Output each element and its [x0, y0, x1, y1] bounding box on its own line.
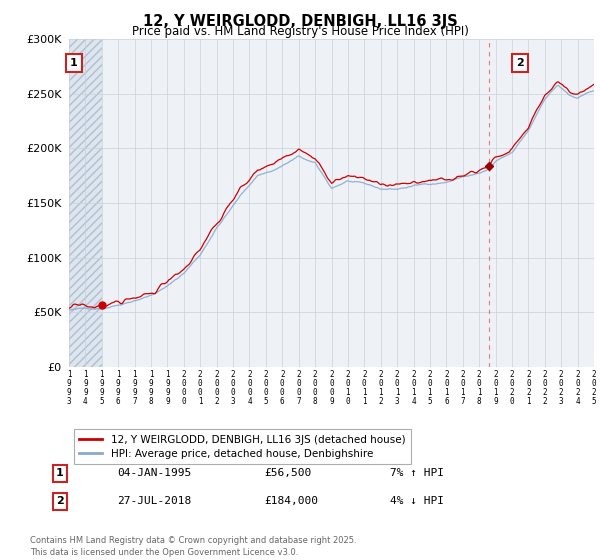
Text: 2
0
0
1: 2 0 0 1 [198, 370, 203, 405]
Text: £56,500: £56,500 [264, 468, 311, 478]
Text: 1
9
9
7: 1 9 9 7 [133, 370, 137, 405]
Text: 12, Y WEIRGLODD, DENBIGH, LL16 3JS: 12, Y WEIRGLODD, DENBIGH, LL16 3JS [143, 14, 457, 29]
Text: 1: 1 [70, 58, 78, 68]
Text: 2
0
0
8: 2 0 0 8 [313, 370, 317, 405]
Text: 2
0
0
5: 2 0 0 5 [263, 370, 268, 405]
Text: 2
0
0
0: 2 0 0 0 [182, 370, 186, 405]
Legend: 12, Y WEIRGLODD, DENBIGH, LL16 3JS (detached house), HPI: Average price, detache: 12, Y WEIRGLODD, DENBIGH, LL16 3JS (deta… [74, 430, 410, 464]
Text: 1
9
9
6: 1 9 9 6 [116, 370, 121, 405]
Text: 2
0
2
3: 2 0 2 3 [559, 370, 563, 405]
Text: 2
0
2
2: 2 0 2 2 [542, 370, 547, 405]
Text: 2
0
2
4: 2 0 2 4 [575, 370, 580, 405]
Text: 1
9
9
8: 1 9 9 8 [149, 370, 154, 405]
Text: 1
9
9
3: 1 9 9 3 [67, 370, 71, 405]
Text: 2
0
1
3: 2 0 1 3 [395, 370, 400, 405]
Text: 2
0
2
0: 2 0 2 0 [509, 370, 514, 405]
Text: 4% ↓ HPI: 4% ↓ HPI [390, 496, 444, 506]
Text: 2
0
1
8: 2 0 1 8 [477, 370, 481, 405]
Bar [69, 39, 102, 367]
Text: 2
0
1
9: 2 0 1 9 [493, 370, 498, 405]
Text: 2
0
1
5: 2 0 1 5 [428, 370, 432, 405]
Text: 1
9
9
5: 1 9 9 5 [100, 370, 104, 405]
Text: 2
0
1
0: 2 0 1 0 [346, 370, 350, 405]
Text: 1
9
9
4: 1 9 9 4 [83, 370, 88, 405]
Text: Contains HM Land Registry data © Crown copyright and database right 2025.
This d: Contains HM Land Registry data © Crown c… [30, 536, 356, 557]
Text: 04-JAN-1995: 04-JAN-1995 [117, 468, 191, 478]
Text: 2
0
2
1: 2 0 2 1 [526, 370, 530, 405]
Text: £184,000: £184,000 [264, 496, 318, 506]
Text: 2
0
0
3: 2 0 0 3 [231, 370, 235, 405]
Text: 2
0
1
1: 2 0 1 1 [362, 370, 367, 405]
Text: 7% ↑ HPI: 7% ↑ HPI [390, 468, 444, 478]
Text: 2
0
1
7: 2 0 1 7 [460, 370, 465, 405]
Text: 2
0
0
7: 2 0 0 7 [296, 370, 301, 405]
Text: 2
0
0
6: 2 0 0 6 [280, 370, 284, 405]
Text: 2
0
1
4: 2 0 1 4 [411, 370, 416, 405]
Text: 2: 2 [516, 58, 524, 68]
Text: 2
0
0
4: 2 0 0 4 [247, 370, 252, 405]
Text: 2
0
0
2: 2 0 0 2 [214, 370, 219, 405]
Text: 2
0
1
6: 2 0 1 6 [444, 370, 449, 405]
Text: 1: 1 [56, 468, 64, 478]
Text: 27-JUL-2018: 27-JUL-2018 [117, 496, 191, 506]
Text: 2: 2 [56, 496, 64, 506]
Text: 2
0
1
2: 2 0 1 2 [379, 370, 383, 405]
Text: Price paid vs. HM Land Registry's House Price Index (HPI): Price paid vs. HM Land Registry's House … [131, 25, 469, 38]
Text: 1
9
9
9: 1 9 9 9 [165, 370, 170, 405]
Text: 2
0
0
9: 2 0 0 9 [329, 370, 334, 405]
Text: 2
0
2
5: 2 0 2 5 [592, 370, 596, 405]
